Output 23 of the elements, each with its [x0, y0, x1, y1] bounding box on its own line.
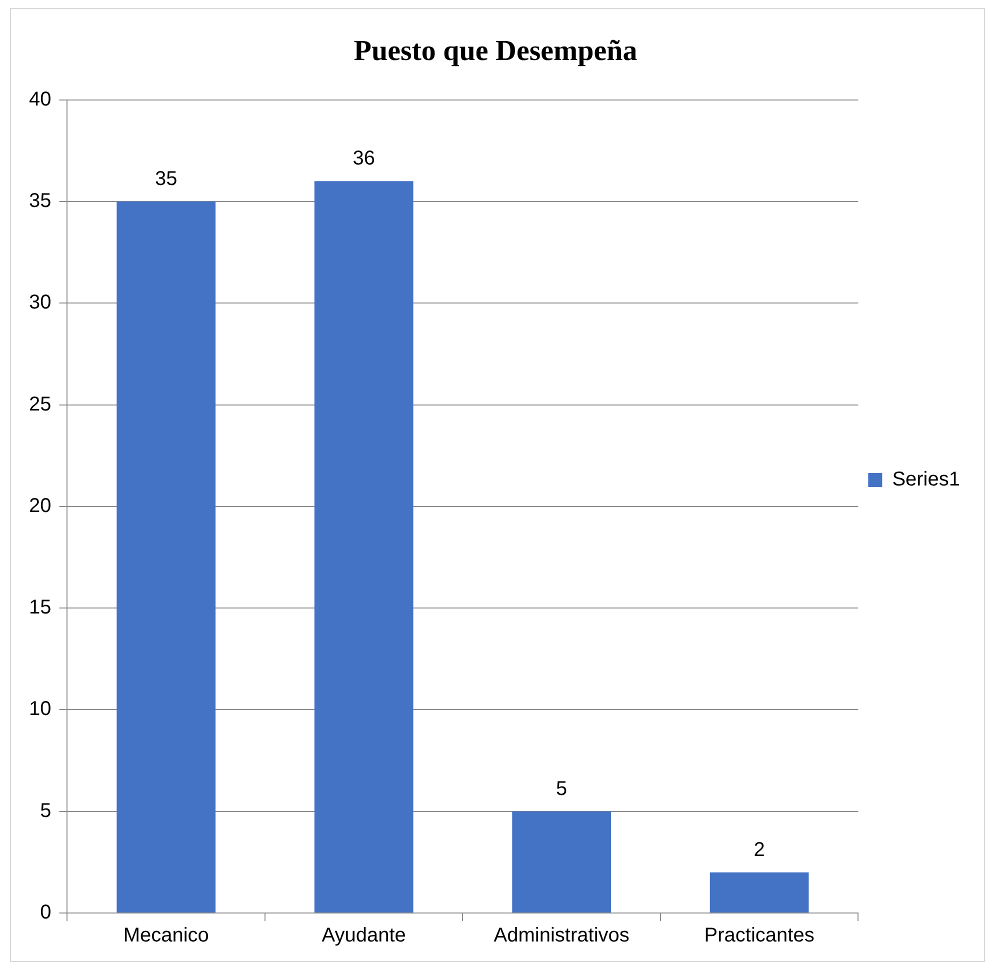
y-tick-label: 30 [28, 292, 52, 314]
chart-title: Puesto que Desempeña [354, 34, 638, 67]
y-tick-label: 25 [28, 393, 52, 416]
legend-label: Series1 [892, 468, 960, 491]
y-tick-label: 0 [40, 902, 52, 924]
y-tick-label: 15 [28, 596, 52, 619]
y-tick-label: 20 [28, 494, 52, 517]
data-label: 2 [754, 838, 765, 861]
y-tick-label: 10 [28, 698, 52, 720]
data-label: 36 [352, 148, 375, 170]
x-tick-label: Ayudante [322, 924, 406, 947]
x-tick-label: Mecanico [123, 924, 209, 947]
data-label: 35 [154, 168, 178, 190]
data-label: 5 [556, 778, 568, 800]
bar [512, 811, 612, 912]
y-tick-label: 35 [28, 190, 52, 212]
y-tick-label: 5 [40, 800, 52, 822]
y-tick-label: 40 [28, 88, 52, 110]
x-tick-label: Administrativos [494, 924, 630, 947]
x-tick-label: Practicantes [704, 924, 814, 947]
bar [314, 181, 414, 912]
bar [710, 872, 809, 912]
bar [116, 201, 216, 912]
